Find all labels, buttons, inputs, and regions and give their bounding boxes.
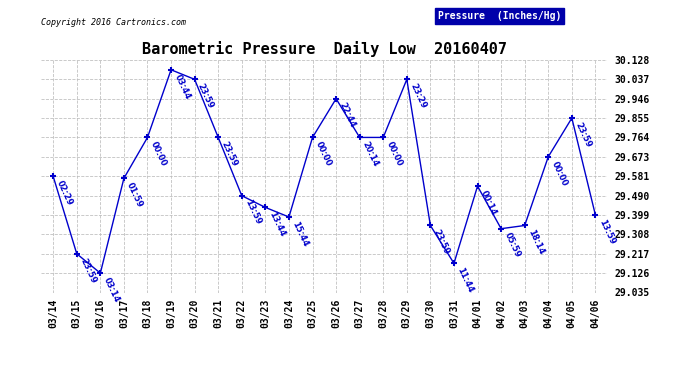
Text: 23:59: 23:59 [573,121,593,149]
Text: 23:59: 23:59 [78,256,97,285]
Text: 00:00: 00:00 [149,140,168,168]
Text: 23:59: 23:59 [196,82,215,110]
Text: 03:14: 03:14 [101,276,121,304]
Text: 13:59: 13:59 [243,198,263,226]
Text: 18:14: 18:14 [526,228,546,256]
Text: 23:59: 23:59 [219,140,239,168]
Text: 15:44: 15:44 [290,220,310,248]
Text: 01:59: 01:59 [126,181,145,209]
Text: 11:44: 11:44 [455,266,475,294]
Text: 22:44: 22:44 [337,102,357,130]
Text: 00:00: 00:00 [384,140,404,168]
Title: Barometric Pressure  Daily Low  20160407: Barometric Pressure Daily Low 20160407 [142,42,506,57]
Text: 23:29: 23:29 [408,82,428,110]
Text: 00:00: 00:00 [314,140,333,168]
Text: 00:00: 00:00 [550,160,569,187]
Text: 02:29: 02:29 [55,179,74,207]
Text: Pressure  (Inches/Hg): Pressure (Inches/Hg) [438,11,562,21]
Text: 20:14: 20:14 [361,140,380,168]
Text: Copyright 2016 Cartronics.com: Copyright 2016 Cartronics.com [41,18,186,27]
Text: 05:59: 05:59 [502,231,522,260]
Text: 13:59: 13:59 [597,218,616,246]
Text: 13:44: 13:44 [267,210,286,238]
Text: 00:14: 00:14 [479,189,498,217]
Text: 23:59: 23:59 [432,228,451,256]
Text: 03:44: 03:44 [172,73,192,100]
